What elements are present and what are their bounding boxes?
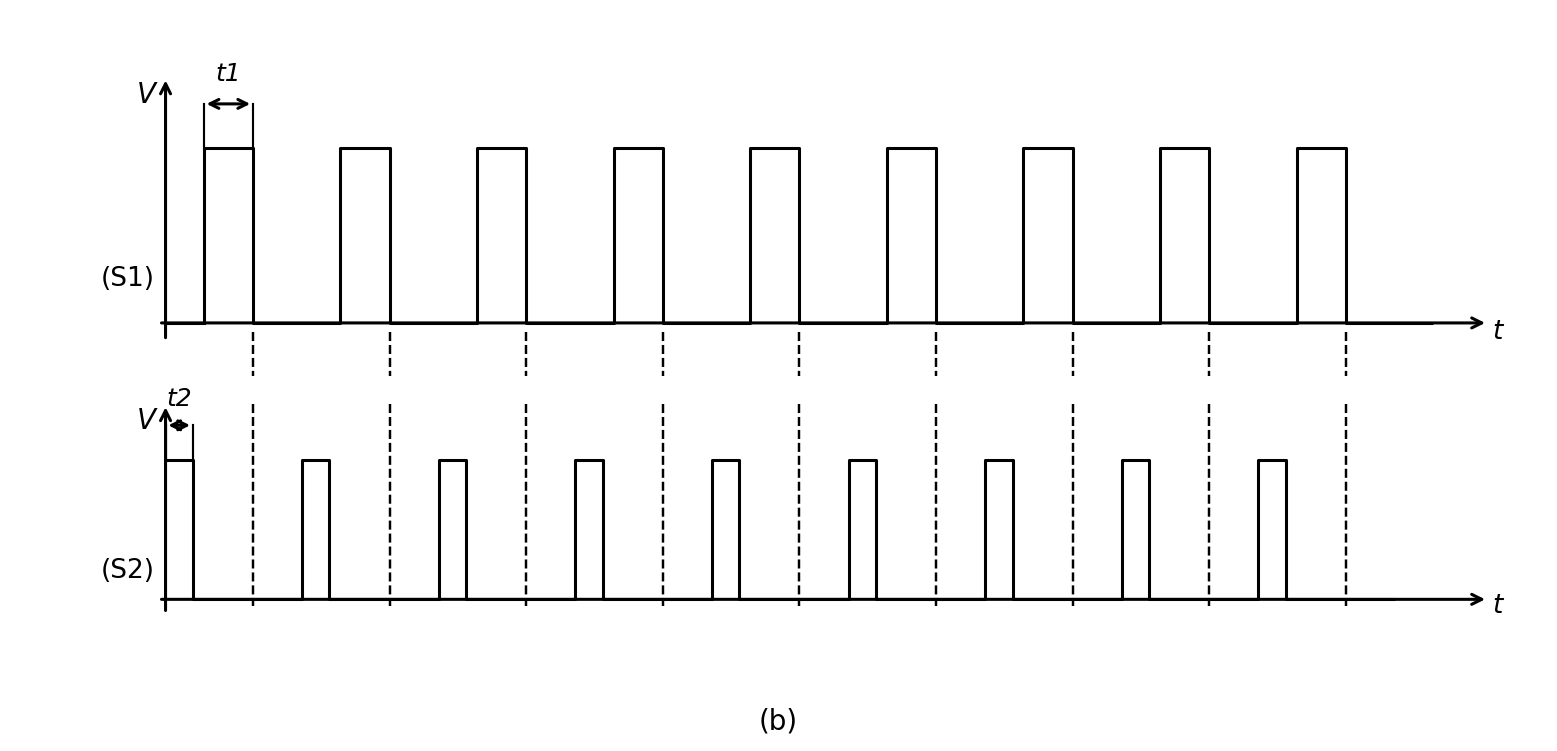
Text: V: V <box>137 407 156 436</box>
Text: V: V <box>137 81 156 109</box>
Text: t: t <box>1492 593 1503 620</box>
Text: (b): (b) <box>758 708 799 736</box>
Text: t: t <box>1492 318 1503 345</box>
Text: (S1): (S1) <box>100 266 154 292</box>
Text: t1: t1 <box>215 62 241 86</box>
Text: (S2): (S2) <box>100 559 154 584</box>
Text: t2: t2 <box>167 388 192 412</box>
